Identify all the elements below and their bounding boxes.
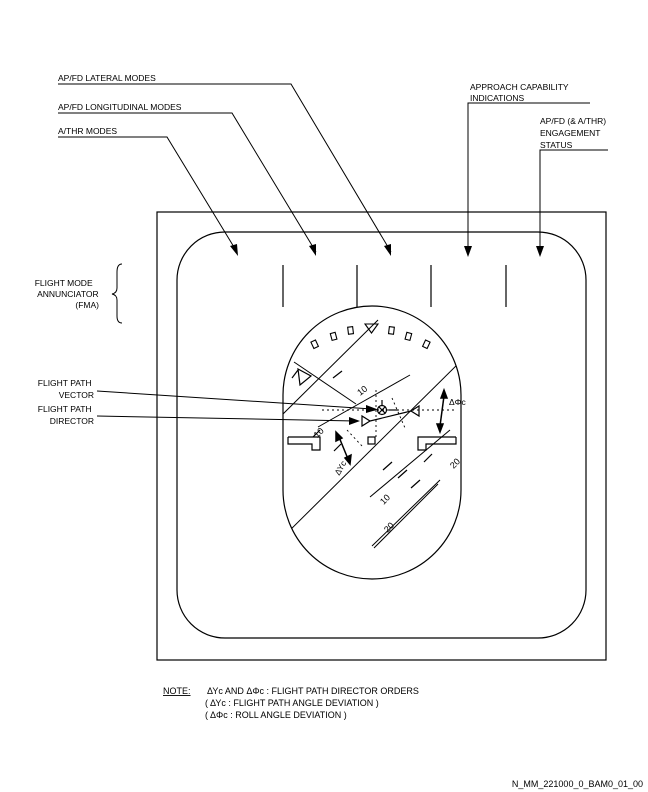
fma-label: FLIGHT MODE ANNUNCIATOR (FMA) bbox=[35, 278, 101, 310]
roll-scale bbox=[310, 323, 431, 350]
athr-modes-label: A/THR MODES bbox=[58, 126, 117, 136]
engagement-status-line-2: ENGAGEMENT bbox=[540, 128, 600, 138]
engagement-arrowhead bbox=[536, 246, 544, 257]
roll-index-triangle bbox=[363, 323, 380, 334]
fma-bracket bbox=[111, 263, 123, 324]
aircraft-center-square bbox=[367, 436, 376, 445]
fma-label-line-2: ANNUNCIATOR bbox=[37, 289, 99, 299]
pitch-label-lower-10: 10 bbox=[378, 492, 392, 506]
display-screen bbox=[176, 231, 587, 639]
flight-path-director-symbol bbox=[297, 367, 420, 428]
fpv-leader bbox=[96, 390, 373, 410]
pitch-line-middle bbox=[317, 374, 411, 428]
attitude-sphere-outline bbox=[282, 305, 462, 580]
drawing-reference: N_MM_221000_0_BAM0_01_00 bbox=[512, 779, 643, 789]
note-line-2: ( ΔΥc : FLIGHT PATH ANGLE DEVIATION ) bbox=[205, 698, 379, 708]
left-triangle-marker bbox=[297, 367, 313, 387]
pitch-scale-ticks bbox=[291, 369, 433, 489]
display-outer-frame bbox=[156, 211, 607, 661]
flight-path-vector-line-2: VECTOR bbox=[59, 390, 94, 400]
note-line-3: ( ΔΦc : ROLL ANGLE DEVIATION ) bbox=[205, 710, 347, 720]
athr-arrowhead bbox=[230, 244, 238, 256]
roll-tick-6 bbox=[421, 339, 431, 350]
fpd-right-triangle bbox=[409, 404, 420, 418]
fpd-arrowhead bbox=[349, 417, 360, 425]
pitch-line-lower bbox=[369, 429, 451, 498]
pitch-order-arrow bbox=[338, 436, 349, 460]
approach-arrowhead bbox=[464, 246, 472, 257]
pitch-label-left-10: 10 bbox=[312, 426, 326, 440]
ap-fd-lateral-modes-label: AP/FD LATERAL MODES bbox=[58, 73, 156, 83]
delta-phi-c-label: ΔΦc bbox=[449, 397, 466, 407]
lateral-modes-leader bbox=[58, 83, 392, 253]
roll-tick-1 bbox=[310, 339, 320, 350]
dashed-guides bbox=[322, 390, 455, 447]
engagement-status-label: AP/FD (& A/THR) ENGAGEMENT STATUS bbox=[540, 116, 609, 150]
right-wing-symbol bbox=[417, 436, 457, 451]
longitudinal-arrowhead bbox=[309, 244, 316, 256]
aircraft-reference bbox=[287, 436, 457, 451]
lateral-arrowhead bbox=[384, 244, 391, 256]
pitch-label-lower-20: 20 bbox=[382, 520, 396, 534]
longitudinal-modes-leader bbox=[58, 112, 317, 253]
attitude-inner-lines bbox=[283, 319, 461, 549]
top-leader-arrowheads bbox=[230, 244, 544, 257]
approach-capability-label: APPROACH CAPABILITY INDICATIONS bbox=[470, 82, 571, 103]
roll-tick-4 bbox=[387, 326, 395, 335]
fma-column-separators bbox=[282, 265, 507, 307]
pitch-line-bottom bbox=[373, 483, 439, 549]
flight-path-director-line-2: DIRECTOR bbox=[50, 416, 94, 426]
engagement-status-leader bbox=[539, 149, 608, 252]
flight-path-vector-label: FLIGHT PATH VECTOR bbox=[38, 378, 94, 400]
director-order-arrows bbox=[335, 387, 449, 466]
left-leader-arrowheads bbox=[349, 405, 378, 425]
fma-label-line-3: (FMA) bbox=[75, 300, 99, 310]
left-leader-lines bbox=[96, 390, 373, 422]
roll-tick-2 bbox=[329, 331, 338, 342]
fpd-leader bbox=[96, 415, 356, 422]
approach-capability-leader bbox=[467, 102, 590, 252]
top-leader-lines bbox=[58, 83, 608, 253]
flight-path-vector-symbol bbox=[366, 400, 398, 416]
fpd-left-triangle bbox=[361, 414, 372, 428]
display-frame bbox=[156, 211, 607, 661]
fpv-arrowhead bbox=[366, 405, 378, 413]
pitch-label-upper-10: 10 bbox=[355, 384, 369, 398]
pitch-label-right-20: 20 bbox=[448, 456, 462, 470]
note-label: NOTE: bbox=[163, 686, 191, 696]
left-wing-symbol bbox=[287, 436, 321, 451]
engagement-status-line-3: STATUS bbox=[540, 140, 573, 150]
approach-capability-line-1: APPROACH CAPABILITY bbox=[470, 82, 569, 92]
pitch-line-upper bbox=[293, 361, 357, 405]
roll-tick-3 bbox=[347, 326, 355, 335]
fma-label-line-1: FLIGHT MODE bbox=[35, 278, 93, 288]
roll-tick-5 bbox=[404, 331, 413, 342]
engagement-status-line-1: AP/FD (& A/THR) bbox=[540, 116, 606, 126]
flight-path-director-line-1: FLIGHT PATH bbox=[38, 404, 92, 414]
flight-path-vector-line-1: FLIGHT PATH bbox=[38, 378, 92, 388]
note-line-1: ΔΥc AND ΔΦc : FLIGHT PATH DIRECTOR ORDER… bbox=[207, 686, 419, 696]
flight-path-director-label: FLIGHT PATH DIRECTOR bbox=[38, 404, 94, 426]
horizon-line-lower bbox=[283, 359, 461, 538]
athr-modes-leader bbox=[58, 136, 238, 253]
horizon-line-upper bbox=[283, 319, 379, 415]
approach-capability-line-2: INDICATIONS bbox=[470, 93, 524, 103]
ap-fd-longitudinal-modes-label: AP/FD LONGITUDINAL MODES bbox=[58, 102, 182, 112]
roll-order-arrow bbox=[439, 395, 445, 427]
pitch-line-roll bbox=[371, 479, 441, 547]
